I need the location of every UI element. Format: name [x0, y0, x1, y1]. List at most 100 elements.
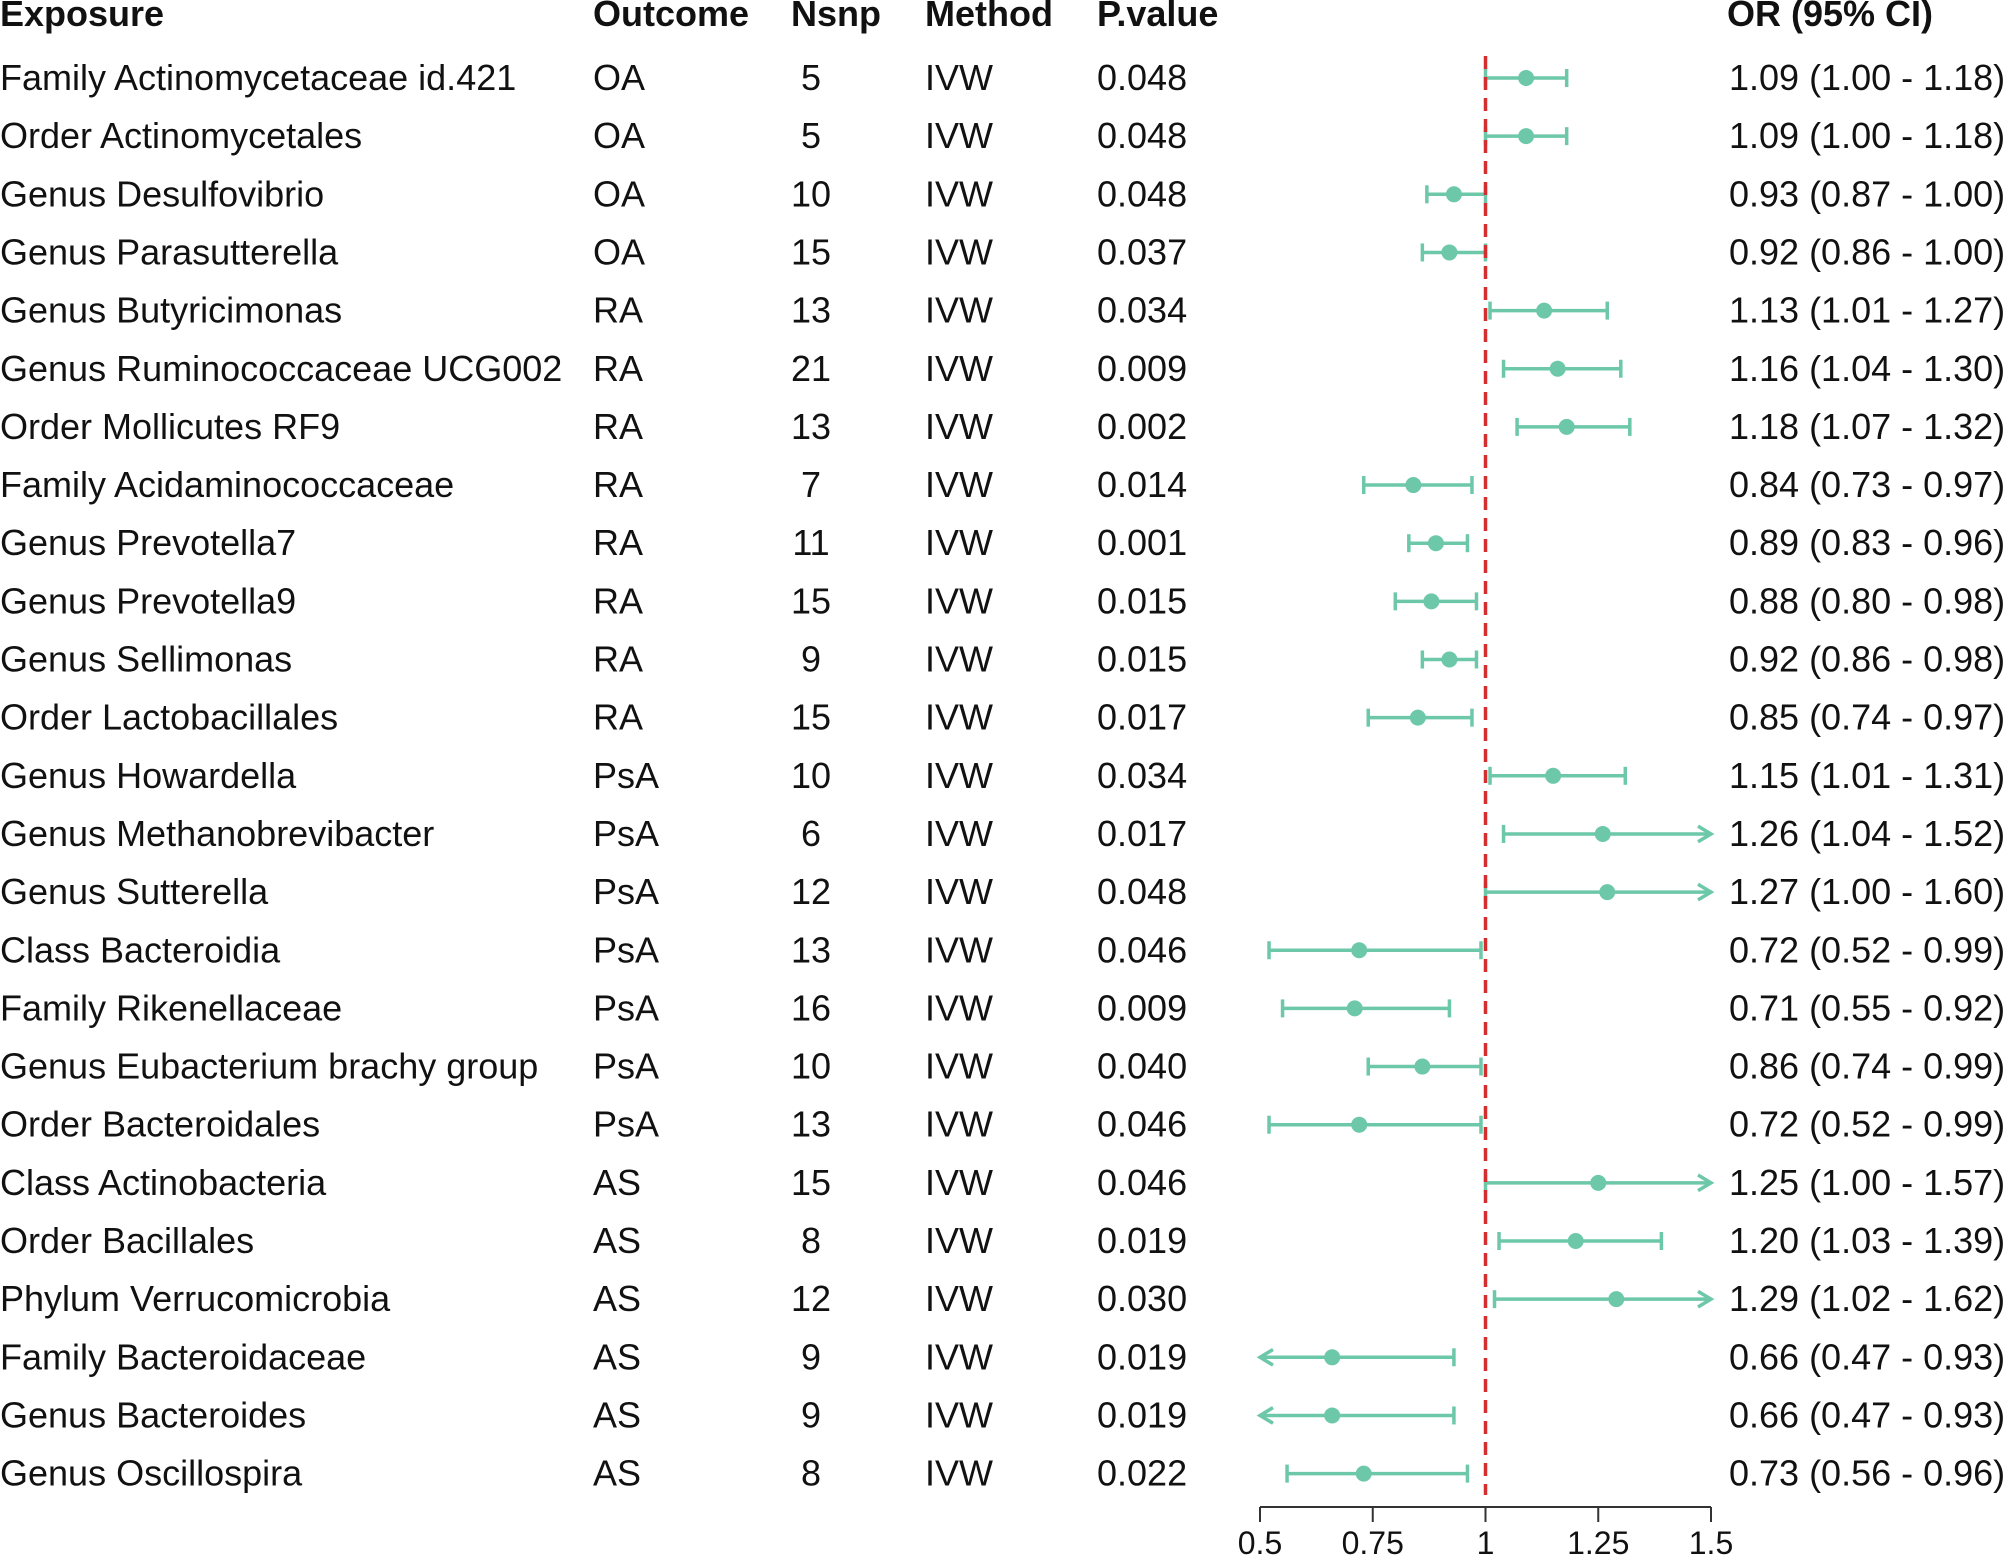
point-estimate — [1351, 1116, 1368, 1133]
ci-mark — [1497, 1232, 1664, 1250]
point-estimate — [1594, 825, 1611, 842]
nsnp-cell: 10 — [791, 173, 831, 214]
table-row: Family Rikenellaceae PsA 16 IVW 0.009 0.71 (0… — [0, 987, 2005, 1028]
or-ci-cell: 0.73 (0.56 - 0.96) — [1729, 1453, 2005, 1494]
ci-mark — [1361, 476, 1474, 495]
x-tick-label: 0.5 — [1238, 1525, 1282, 1561]
exposure-cell: Order Lactobacillales — [0, 697, 338, 738]
exposure-cell: Genus Ruminococcaceae UCG002 — [0, 348, 562, 389]
method-cell: IVW — [925, 522, 993, 563]
nsnp-cell: 10 — [791, 1046, 831, 1087]
point-estimate — [1518, 128, 1535, 145]
point-estimate — [1423, 593, 1440, 610]
exposure-cell: Family Bacteroidaceae — [0, 1336, 366, 1377]
pvalue-cell: 0.030 — [1097, 1278, 1187, 1319]
nsnp-cell: 6 — [801, 813, 821, 854]
method-cell: IVW — [925, 929, 993, 970]
ci-mark — [1483, 127, 1569, 146]
x-tick-label: 1.5 — [1689, 1525, 1733, 1561]
nsnp-cell: 10 — [791, 755, 831, 796]
method-cell: IVW — [925, 231, 993, 272]
point-estimate — [1608, 1291, 1625, 1308]
outcome-cell: RA — [593, 697, 643, 738]
x-tick-label: 1 — [1477, 1525, 1495, 1561]
table-row: Genus Methanobrevibacter PsA 6 IVW 0.017 1.26… — [0, 813, 2005, 854]
exposure-cell: Phylum Verrucomicrobia — [0, 1278, 391, 1319]
or-ci-cell: 1.25 (1.00 - 1.57) — [1729, 1162, 2005, 1203]
method-cell: IVW — [925, 1046, 993, 1087]
point-estimate — [1536, 302, 1553, 319]
header-method: Method — [925, 0, 1053, 34]
outcome-cell: PsA — [593, 1104, 659, 1145]
nsnp-cell: 8 — [801, 1220, 821, 1261]
point-estimate — [1355, 1465, 1372, 1482]
outcome-cell: OA — [593, 231, 645, 272]
nsnp-cell: 9 — [801, 1394, 821, 1435]
table-row: Family Bacteroidaceae AS 9 IVW 0.019 0.66 (0.… — [0, 1336, 2005, 1377]
ci-mark — [1515, 417, 1632, 436]
outcome-cell: PsA — [593, 813, 659, 854]
ci-arrow-right — [1697, 1289, 1715, 1309]
nsnp-cell: 12 — [791, 1278, 831, 1319]
point-estimate — [1567, 1233, 1584, 1249]
outcome-cell: OA — [593, 115, 645, 156]
ci-mark — [1393, 592, 1479, 611]
table-row: Order Lactobacillales RA 15 IVW 0.017 0.85 (0… — [0, 697, 2005, 738]
point-estimate — [1324, 1407, 1341, 1424]
header-exposure: Exposure — [0, 0, 164, 34]
table-row: Genus Oscillospira AS 8 IVW 0.022 0.73 (0.56 … — [0, 1453, 2005, 1494]
pvalue-cell: 0.048 — [1097, 57, 1187, 98]
pvalue-cell: 0.017 — [1097, 697, 1187, 738]
exposure-cell: Class Bacteroidia — [0, 929, 281, 970]
nsnp-cell: 15 — [791, 1162, 831, 1203]
or-ci-cell: 1.16 (1.04 - 1.30) — [1729, 348, 2005, 389]
nsnp-cell: 15 — [791, 580, 831, 621]
method-cell: IVW — [925, 755, 993, 796]
ci-mark — [1483, 69, 1569, 87]
ci-mark — [1366, 708, 1474, 727]
nsnp-cell: 16 — [791, 987, 831, 1028]
or-ci-cell: 0.84 (0.73 - 0.97) — [1729, 464, 2005, 505]
ci-arrow-left — [1256, 1406, 1274, 1425]
exposure-cell: Genus Prevotella9 — [0, 580, 296, 621]
ci-mark — [1483, 882, 1715, 902]
or-ci-cell: 0.86 (0.74 - 0.99) — [1729, 1046, 2005, 1087]
outcome-cell: OA — [593, 173, 645, 214]
point-estimate — [1518, 70, 1535, 86]
pvalue-cell: 0.040 — [1097, 1046, 1187, 1087]
outcome-cell: OA — [593, 57, 645, 98]
ci-mark — [1256, 1347, 1456, 1367]
ci-mark — [1280, 999, 1452, 1018]
exposure-cell: Genus Eubacterium brachy group — [0, 1046, 538, 1087]
method-cell: IVW — [925, 1104, 993, 1145]
point-estimate — [1590, 1174, 1607, 1191]
point-estimate — [1414, 1058, 1431, 1075]
ci-arrow-left — [1256, 1347, 1274, 1367]
point-estimate — [1445, 186, 1462, 203]
exposure-cell: Class Actinobacteria — [0, 1162, 327, 1203]
nsnp-cell: 9 — [801, 1336, 821, 1377]
ci-mark — [1407, 534, 1470, 553]
exposure-cell: Genus Methanobrevibacter — [0, 813, 434, 854]
nsnp-cell: 15 — [791, 697, 831, 738]
or-ci-cell: 0.92 (0.86 - 1.00) — [1729, 231, 2005, 272]
outcome-cell: PsA — [593, 1046, 659, 1087]
point-estimate — [1549, 360, 1566, 377]
table-row: Genus Desulfovibrio OA 10 IVW 0.048 0.93 (0.8… — [0, 173, 2005, 214]
or-ci-cell: 1.29 (1.02 - 1.62) — [1729, 1278, 2005, 1319]
method-cell: IVW — [925, 1336, 993, 1377]
ci-mark — [1488, 301, 1610, 320]
method-cell: IVW — [925, 639, 993, 680]
or-ci-cell: 0.92 (0.86 - 0.98) — [1729, 639, 2005, 680]
pvalue-cell: 0.046 — [1097, 929, 1187, 970]
or-ci-cell: 0.71 (0.55 - 0.92) — [1729, 987, 2005, 1028]
pvalue-cell: 0.034 — [1097, 290, 1187, 331]
outcome-cell: AS — [593, 1278, 641, 1319]
or-ci-cell: 1.09 (1.00 - 1.18) — [1729, 115, 2005, 156]
pvalue-cell: 0.002 — [1097, 406, 1187, 447]
pvalue-cell: 0.022 — [1097, 1453, 1187, 1494]
or-ci-cell: 1.20 (1.03 - 1.39) — [1729, 1220, 2005, 1261]
outcome-cell: RA — [593, 464, 643, 505]
method-cell: IVW — [925, 580, 993, 621]
